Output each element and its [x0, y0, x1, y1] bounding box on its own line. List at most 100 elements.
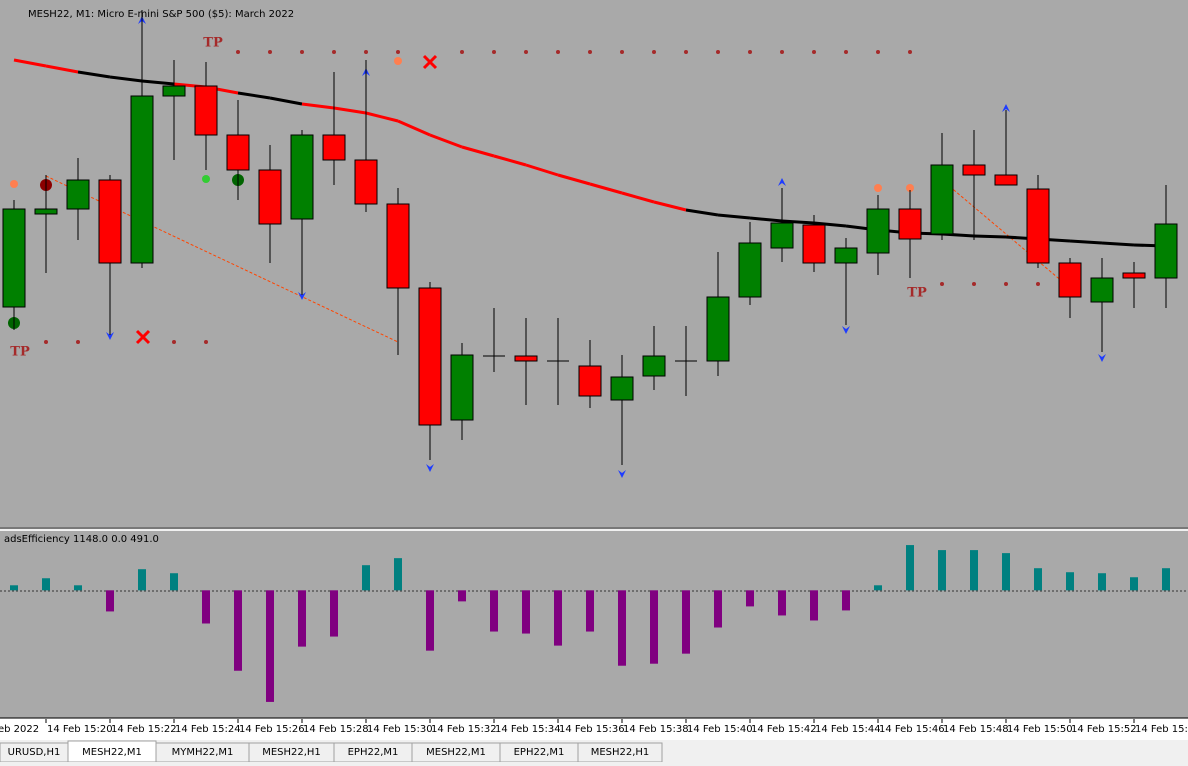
time-label: 14 Feb 15:28 [303, 724, 369, 735]
moving-average [237, 91, 271, 100]
tab-label[interactable]: MESH22,H1 [591, 747, 650, 758]
indicator-bar [106, 590, 114, 612]
time-axis [0, 719, 1188, 740]
indicator-bar [234, 590, 242, 671]
candle-body [130, 95, 154, 264]
moving-average [109, 75, 143, 83]
candle-body [1154, 223, 1178, 279]
moving-average [365, 111, 399, 123]
indicator-bar [1098, 573, 1106, 591]
moving-average [1101, 241, 1135, 247]
candle-body [578, 365, 602, 397]
candle-body [898, 208, 922, 240]
tab-label[interactable]: MESH22,H1 [262, 747, 321, 758]
candle-body [994, 174, 1018, 186]
indicator-bar [1002, 553, 1010, 591]
candle-body [34, 208, 58, 215]
candle-body [1058, 262, 1082, 298]
indicator-bar [714, 590, 722, 628]
moving-average [77, 70, 111, 79]
moving-average [813, 221, 847, 228]
indicator-bar [490, 590, 498, 632]
moving-average [141, 79, 175, 86]
tab-label[interactable]: MESH22,M1 [426, 747, 486, 758]
indicator-label: adsEfficiency 1148.0 0.0 491.0 [4, 534, 159, 545]
candle-body [834, 247, 858, 264]
indicator-bar [586, 590, 594, 632]
time-label: 14 Feb 15:44 [815, 724, 881, 735]
tp-label: TP [10, 345, 30, 360]
indicator-bar [874, 585, 882, 591]
candle-body [770, 222, 794, 249]
indicator-bar [1066, 572, 1074, 591]
indicator-bar [1130, 577, 1138, 591]
moving-average [653, 200, 687, 212]
moving-average [589, 182, 623, 195]
moving-average [429, 133, 463, 149]
candle-body [610, 376, 634, 401]
candle-body [2, 208, 26, 308]
moving-average [493, 154, 527, 167]
candle-body [1090, 277, 1114, 303]
indicator-bar [42, 578, 50, 591]
time-label: 14 Feb 15:20 [47, 724, 113, 735]
time-label: 14 Feb 15:24 [175, 724, 241, 735]
indicator-bar [10, 585, 18, 591]
candle-body [194, 85, 218, 136]
tp-label: TP [203, 36, 223, 51]
tab-label[interactable]: MYMH22,M1 [172, 747, 234, 758]
time-label: 14 Feb 15:42 [751, 724, 817, 735]
tab-label[interactable]: URUSD,H1 [8, 747, 61, 758]
tp-label: TP [907, 286, 927, 301]
candle-body [866, 208, 890, 254]
moving-average [397, 119, 431, 137]
candle-body [98, 179, 122, 264]
moving-average [13, 58, 47, 68]
indicator-bar [522, 590, 530, 634]
indicator-bar [426, 590, 434, 651]
indicator-bar [458, 590, 466, 602]
tab-label[interactable]: MESH22,M1 [82, 747, 142, 758]
close-marks [135, 54, 438, 345]
moving-average [781, 219, 815, 225]
candle-body [1026, 188, 1050, 264]
time-label: 14 Feb 15:22 [111, 724, 177, 735]
pane-separator [0, 527, 1188, 531]
moving-average [621, 191, 655, 204]
trade-dots [44, 50, 1040, 344]
candle-body [450, 354, 474, 421]
indicator-bar [330, 590, 338, 637]
candle-body [258, 169, 282, 225]
tab-label[interactable]: EPH22,M1 [348, 747, 399, 758]
indicator-bar [298, 590, 306, 647]
candle-body [1122, 272, 1146, 279]
candle-body [962, 164, 986, 176]
time-label: 14 Feb 15:32 [431, 724, 497, 735]
candle-body [642, 355, 666, 377]
time-label: 14 Feb 15:36 [559, 724, 625, 735]
moving-average [45, 64, 79, 74]
candle-body [322, 134, 346, 161]
indicator-bar [138, 569, 146, 591]
candle-body [706, 296, 730, 362]
indicator-bar [906, 545, 914, 591]
candle-body [66, 179, 90, 210]
tab-label[interactable]: EPH22,M1 [514, 747, 565, 758]
moving-average [973, 234, 1007, 239]
indicator-bar [746, 590, 754, 607]
indicator-bar [618, 590, 626, 666]
indicator-bar [1162, 568, 1170, 591]
indicator-bar [842, 590, 850, 611]
candle-body [738, 242, 762, 298]
indicator-bar [266, 590, 274, 702]
indicator-bar [394, 558, 402, 591]
time-label: 14 Feb 15:30 [367, 724, 433, 735]
time-label: 14 Feb 15:52 [1071, 724, 1137, 735]
time-label: 14 Feb 15:34 [495, 724, 561, 735]
moving-average [269, 96, 303, 106]
indicator-bar [650, 590, 658, 664]
moving-average [461, 145, 495, 158]
indicator-bar [74, 585, 82, 591]
moving-average [717, 213, 751, 220]
